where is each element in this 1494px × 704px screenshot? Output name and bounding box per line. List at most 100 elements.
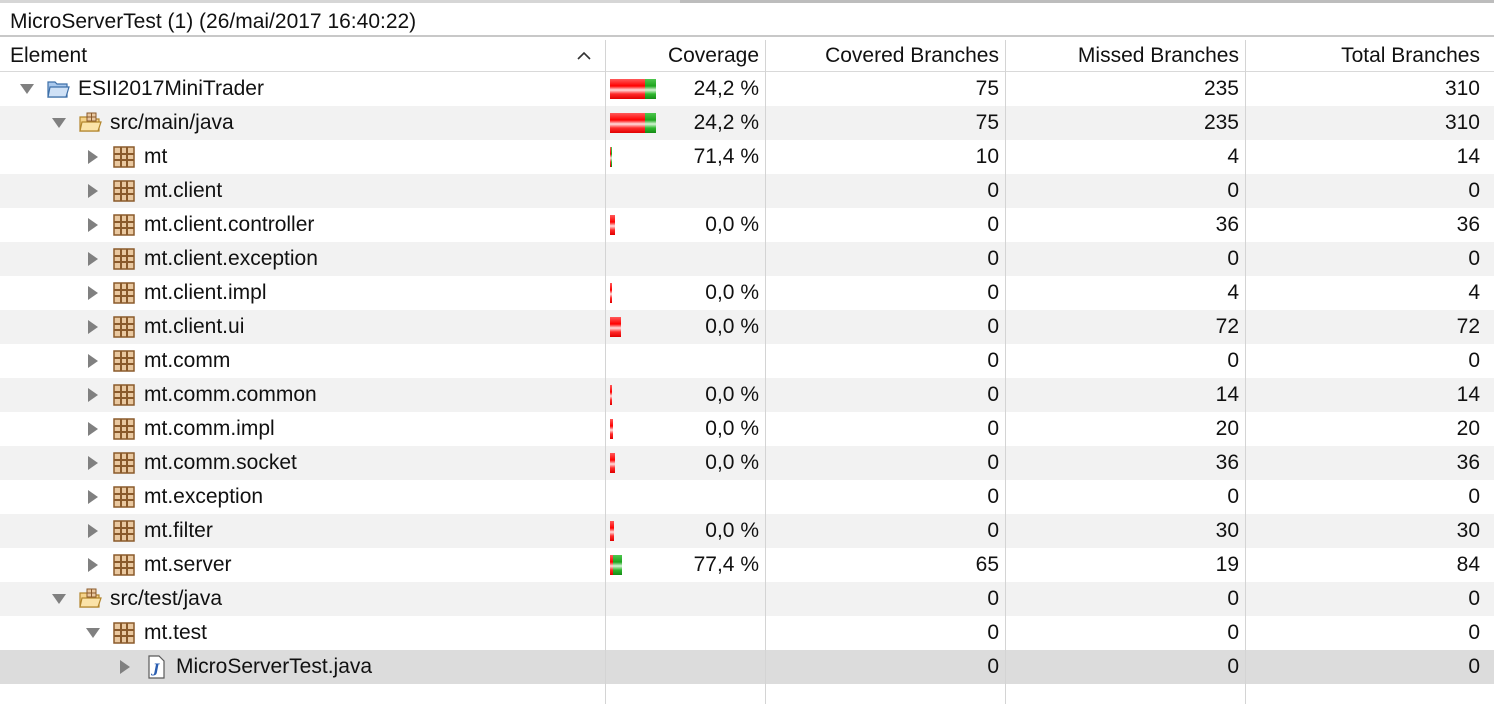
- coverage-bar-covered: [611, 147, 612, 167]
- collapsed-arrow-icon[interactable]: [86, 320, 100, 334]
- missed-branches-cell: 235: [1203, 77, 1239, 100]
- table-row[interactable]: mt.comm.common 0,0 % 0 14 14: [0, 378, 1494, 412]
- covered-branches-cell: 0: [987, 485, 999, 508]
- expanded-arrow-icon[interactable]: [20, 82, 34, 96]
- coverage-bar-covered: [613, 555, 622, 575]
- coverage-bar-missed: [610, 113, 645, 133]
- coverage-cell: 0,0 %: [605, 310, 765, 344]
- table-row[interactable]: mt.server 77,4 % 65 19 84: [0, 548, 1494, 582]
- column-header-missed-branches[interactable]: Missed Branches: [1077, 44, 1239, 67]
- coverage-cell: [605, 582, 765, 616]
- project-icon: [47, 81, 70, 98]
- covered-branches-cell: 0: [987, 349, 999, 372]
- element-label: mt.comm: [144, 349, 231, 372]
- table-row[interactable]: mt.client.exception 0 0 0: [0, 242, 1494, 276]
- coverage-value: 0,0 %: [705, 383, 759, 406]
- collapsed-arrow-icon[interactable]: [86, 184, 100, 198]
- collapsed-arrow-icon[interactable]: [118, 660, 132, 674]
- table-row[interactable]: ESII2017MiniTrader 24,2 % 75 235 310: [0, 72, 1494, 106]
- coverage-cell: 0,0 %: [605, 276, 765, 310]
- table-row[interactable]: mt.client 0 0 0: [0, 174, 1494, 208]
- table-row[interactable]: mt.client.ui 0,0 % 0 72 72: [0, 310, 1494, 344]
- table-row[interactable]: mt.comm.socket 0,0 % 0 36 36: [0, 446, 1494, 480]
- missed-branches-cell: 0: [1227, 247, 1239, 270]
- collapsed-arrow-icon[interactable]: [86, 558, 100, 572]
- missed-branches-cell: 36: [1215, 451, 1239, 474]
- total-branches-cell: 36: [1456, 213, 1480, 236]
- element-cell: mt.client.ui: [0, 310, 605, 344]
- table-row[interactable]: mt 71,4 % 10 4 14: [0, 140, 1494, 174]
- coverage-cell: [605, 174, 765, 208]
- element-label: mt.client.impl: [144, 281, 267, 304]
- element-cell: mt.test: [0, 616, 605, 650]
- column-header-covered-branches[interactable]: Covered Branches: [825, 44, 999, 67]
- collapsed-arrow-icon[interactable]: [86, 388, 100, 402]
- table-row[interactable]: mt.comm.impl 0,0 % 0 20 20: [0, 412, 1494, 446]
- element-label: mt.filter: [144, 519, 213, 542]
- source-folder-icon: [79, 112, 102, 132]
- view-title: MicroServerTest (1) (26/mai/2017 16:40:2…: [10, 10, 417, 33]
- collapsed-arrow-icon[interactable]: [86, 524, 100, 538]
- package-icon: [113, 214, 135, 236]
- element-cell: mt.client.impl: [0, 276, 605, 310]
- table-row[interactable]: src/main/java 24,2 % 75 235 310: [0, 106, 1494, 140]
- covered-branches-cell: 0: [987, 315, 999, 338]
- element-cell: mt.client.controller: [0, 208, 605, 242]
- expanded-arrow-icon[interactable]: [52, 116, 66, 130]
- missed-branches-cell: 0: [1227, 179, 1239, 202]
- element-label: src/test/java: [110, 587, 223, 610]
- collapsed-arrow-icon[interactable]: [86, 354, 100, 368]
- table-row[interactable]: mt.exception 0 0 0: [0, 480, 1494, 514]
- collapsed-arrow-icon[interactable]: [86, 252, 100, 266]
- column-divider[interactable]: [605, 40, 606, 704]
- coverage-table[interactable]: Element Coverage Covered Branches Missed…: [0, 40, 1494, 704]
- element-cell: mt.client.exception: [0, 242, 605, 276]
- collapsed-arrow-icon[interactable]: [86, 422, 100, 436]
- column-header-coverage[interactable]: Coverage: [667, 44, 759, 67]
- table-row[interactable]: mt.test 0 0 0: [0, 616, 1494, 650]
- coverage-cell: 0,0 %: [605, 514, 765, 548]
- column-header-total-branches[interactable]: Total Branches: [1341, 44, 1480, 67]
- total-branches-cell: 310: [1444, 111, 1480, 134]
- package-icon: [113, 384, 135, 406]
- covered-branches-cell: 0: [987, 655, 999, 678]
- coverage-bar: [610, 147, 612, 167]
- coverage-value: 0,0 %: [705, 451, 759, 474]
- collapsed-arrow-icon[interactable]: [86, 456, 100, 470]
- column-divider[interactable]: [1245, 40, 1246, 704]
- coverage-value: 24,2 %: [693, 77, 759, 100]
- table-row[interactable]: src/test/java 0 0 0: [0, 582, 1494, 616]
- coverage-value: 0,0 %: [705, 417, 759, 440]
- table-row[interactable]: mt.filter 0,0 % 0 30 30: [0, 514, 1494, 548]
- collapsed-arrow-icon[interactable]: [86, 218, 100, 232]
- coverage-cell: 77,4 %: [605, 548, 765, 582]
- covered-branches-cell: 0: [987, 247, 999, 270]
- covered-branches-cell: 0: [987, 519, 999, 542]
- expanded-arrow-icon[interactable]: [52, 592, 66, 606]
- coverage-bar-missed: [610, 147, 611, 167]
- sort-ascending-icon: [577, 51, 591, 60]
- column-header-element[interactable]: Element: [0, 40, 605, 72]
- collapsed-arrow-icon[interactable]: [86, 150, 100, 164]
- expanded-arrow-icon[interactable]: [86, 626, 100, 640]
- column-divider[interactable]: [1005, 40, 1006, 704]
- element-label: mt.server: [144, 553, 232, 576]
- package-icon: [113, 350, 135, 372]
- element-cell: mt.filter: [0, 514, 605, 548]
- table-row[interactable]: mt.comm 0 0 0: [0, 344, 1494, 378]
- coverage-bar: [610, 113, 656, 133]
- missed-branches-cell: 4: [1227, 145, 1239, 168]
- collapsed-arrow-icon[interactable]: [86, 286, 100, 300]
- element-cell: mt.comm: [0, 344, 605, 378]
- total-branches-cell: 0: [1468, 587, 1480, 610]
- collapsed-arrow-icon[interactable]: [86, 490, 100, 504]
- table-row[interactable]: mt.client.impl 0,0 % 0 4 4: [0, 276, 1494, 310]
- total-branches-cell: 0: [1468, 485, 1480, 508]
- element-label: ESII2017MiniTrader: [78, 77, 264, 100]
- element-cell: mt.comm.socket: [0, 446, 605, 480]
- svg-text:J: J: [150, 662, 160, 677]
- table-row[interactable]: mt.client.controller 0,0 % 0 36 36: [0, 208, 1494, 242]
- table-row[interactable]: J MicroServerTest.java 0 0 0: [0, 650, 1494, 684]
- column-divider[interactable]: [765, 40, 766, 704]
- column-header-element-label: Element: [10, 44, 88, 67]
